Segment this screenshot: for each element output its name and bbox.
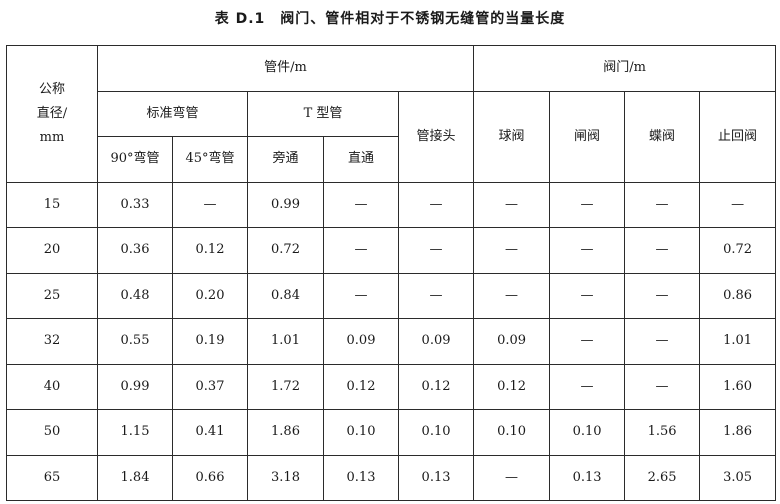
table-row: 65 1.84 0.66 3.18 0.13 0.13—0.13 2.65 3.05 [6,454,777,501]
table-cell: 0.10 [397,409,475,456]
row-diameter-cell: 50 [6,409,98,456]
table-cell: 0.33 [97,181,173,228]
header-elbow-90: 90°弯管 [97,136,173,183]
table-cell: 0.99 [247,181,324,228]
table-cell: 0.13 [397,454,475,501]
table-cell: — [473,181,551,228]
table-row: 50 1.15 0.41 1.86 0.10 0.10 0.10 0.10 1.56 1.86 [6,409,777,456]
table-cell: 1.86 [699,409,777,456]
row-diameter-cell: 40 [6,363,98,410]
table-cell: 1.01 [699,318,777,365]
table-cell: — [624,272,701,319]
row-diameter-cell: 32 [6,318,98,365]
table-cell: 0.12 [397,363,475,410]
row-diameter-cell: 20 [6,227,98,274]
table-cell: — [323,272,399,319]
table-cell: — [549,181,626,228]
table-cell: 3.18 [247,454,324,501]
table-cell: 0.10 [473,409,551,456]
table-cell: — [397,227,475,274]
table-cell: — [549,272,626,319]
header-tee-branch: 旁通 [247,136,324,183]
table-cell: 0.09 [397,318,475,365]
table-cell: 0.72 [699,227,777,274]
table-cell: 1.56 [624,409,701,456]
table-cell: 0.36 [97,227,173,274]
table-cell: — [172,181,248,228]
row-diameter-cell: 65 [6,454,98,501]
table-cell: — [549,227,626,274]
table-cell: — [323,227,399,274]
table-cell: 0.13 [323,454,399,501]
table-cell: 0.86 [699,272,777,319]
table-cell: — [397,181,475,228]
header-check-valve: 止回阀 [699,90,777,183]
table-cell: 1.60 [699,363,777,410]
table-row: 40 0.99 0.37 1.72 0.12 0.12 0.12— —1.60 [6,363,777,410]
table-cell: 0.20 [172,272,248,319]
table-cell: 0.41 [172,409,248,456]
table-cell: 1.01 [247,318,324,365]
header-nominal-diameter: 公称 直径/ mm [6,45,98,183]
table-row: 32 0.55 0.19 1.01 0.09 0.09 0.09— —1.01 [6,318,777,365]
header-ball-valve: 球阀 [473,90,551,183]
header-butterfly-valve: 蝶阀 [624,90,701,183]
row-diameter-cell: 15 [6,181,98,228]
header-gate-valve: 闸阀 [549,90,626,183]
table-cell: — [473,272,551,319]
table-cell: 0.84 [247,272,324,319]
table-title: 表 D.1 阀门、管件相对于不锈钢无缝管的当量长度 [214,11,566,27]
table-cell: 1.86 [247,409,324,456]
header-tee-straight: 直通 [323,136,399,183]
table-cell: — [473,454,551,501]
header-tee: T 型管 [247,90,399,137]
table-cell: 0.99 [97,363,173,410]
header-standard-elbow: 标准弯管 [97,90,248,137]
table-cell: — [624,363,701,410]
header-elbow-45: 45°弯管 [172,136,248,183]
table-cell: — [473,227,551,274]
table-cell: — [624,181,701,228]
table-cell: — [549,363,626,410]
table-cell: — [624,318,701,365]
table-cell: 0.09 [473,318,551,365]
table-cell: 0.66 [172,454,248,501]
equivalent-length-table: 公称 直径/ mm 管件/m 阀门/m 标准弯管 T 型管 管接头 球阀 闸阀 … [6,45,777,501]
table-cell: 0.12 [172,227,248,274]
table-cell: 1.72 [247,363,324,410]
table-cell: — [699,181,777,228]
header-fittings: 管件/m [96,45,475,92]
table-cell: 0.19 [172,318,248,365]
table-cell: 0.12 [323,363,399,410]
table-cell: — [323,181,399,228]
table-cell: 0.10 [549,409,626,456]
row-diameter-cell: 25 [6,272,98,319]
table-cell: — [397,272,475,319]
table-cell: 2.65 [624,454,701,501]
table-cell: 0.13 [549,454,626,501]
table-cell: 0.12 [473,363,551,410]
table-cell: 0.37 [172,363,248,410]
table-row: 15 0.33—0.99— — — — — — [6,181,777,228]
table-cell: 3.05 [699,454,777,501]
table-cell: — [549,318,626,365]
table-cell: 0.72 [247,227,324,274]
table-cell: 1.84 [97,454,173,501]
table-cell: 0.48 [97,272,173,319]
header-valves: 阀门/m [473,45,777,92]
table-cell: 1.15 [97,409,173,456]
table-cell: — [624,227,701,274]
table-cell: 0.55 [97,318,173,365]
table-body: 15 0.33—0.99— — — — — —20 0.36 0.12 0.72— — — — —0.72… [6,181,777,501]
table-cell: 0.10 [323,409,399,456]
header-coupling: 管接头 [397,90,475,183]
table-row: 20 0.36 0.12 0.72— — — — —0.72 [6,227,777,274]
table-row: 25 0.48 0.20 0.84— — — — —0.86 [6,272,777,319]
table-cell: 0.09 [323,318,399,365]
